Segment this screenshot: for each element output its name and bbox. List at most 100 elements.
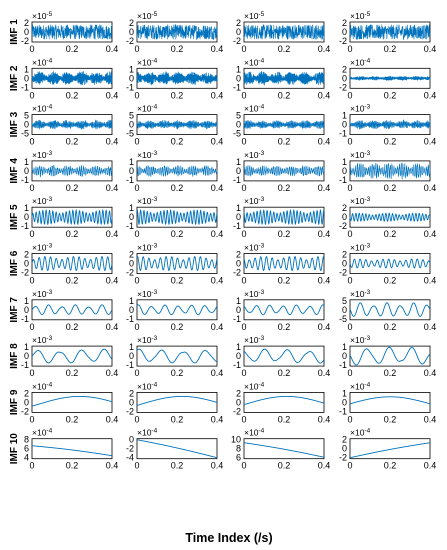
y-tick-label: 0 [236,212,241,222]
y-tick-label: -1 [233,314,241,324]
x-tick-label: 0.2 [66,90,79,100]
x-tick-label: 0.2 [171,90,184,100]
y-tick-label: 0 [129,397,134,407]
x-tick-label: 0.4 [106,229,119,239]
x-tick-label: 0 [29,137,34,147]
x-tick-label: 0 [29,90,34,100]
y-tick-label: 0 [236,259,241,269]
x-tick-label: 0.4 [424,461,437,471]
axis-multiplier: ×10-3 [350,196,371,206]
x-tick-label: 0.4 [424,44,437,54]
x-tick-label: 0 [347,276,352,286]
y-tick-label: -5 [233,129,241,139]
y-tick-label: 0 [342,27,347,37]
y-tick-label: 1 [24,157,29,167]
x-tick-label: 0.2 [66,414,79,424]
x-tick-label: 0 [134,90,139,100]
x-tick-label: 0.4 [424,322,437,332]
y-tick-label: -1 [339,129,347,139]
x-tick-label: 0.4 [318,90,331,100]
series-line [31,164,113,178]
plot-frame [31,345,113,367]
plot-frame [136,345,218,367]
y-tick-label: 2 [24,250,29,260]
x-tick-label: 0.4 [424,368,437,378]
y-tick-label: -2 [233,36,241,46]
y-tick-label: -2 [233,406,241,416]
axis-multiplier: ×10-3 [244,150,265,160]
axis-multiplier: ×10-3 [32,150,53,160]
row-label: IMF 6 [9,250,20,276]
y-tick-label: -5 [339,314,347,324]
series-line [136,23,218,41]
y-tick-label: 0 [24,27,29,37]
axis-multiplier: ×10-4 [350,428,371,438]
x-tick-label: 0.4 [424,183,437,193]
series-line [31,209,113,226]
axis-multiplier: ×10-3 [137,335,158,345]
x-tick-label: 0.4 [318,183,331,193]
y-tick-label: 0 [342,259,347,269]
y-tick-label: -1 [21,175,29,185]
y-tick-label: -2 [339,36,347,46]
y-tick-label: 0 [24,212,29,222]
x-tick-label: 0 [29,322,34,332]
x-tick-label: 0.4 [106,276,119,286]
x-tick-label: 0.2 [278,183,291,193]
y-tick-label: 2 [129,250,134,260]
series-line [31,255,113,272]
y-tick-label: -2 [126,444,134,454]
x-tick-label: 0 [347,44,352,54]
x-tick-label: 0 [241,276,246,286]
y-tick-label: 0 [342,305,347,315]
x-tick-label: 0.2 [66,183,79,193]
axis-multiplier: ×10-5 [32,11,53,21]
y-tick-label: 0 [342,397,347,407]
y-tick-label: -1 [126,314,134,324]
axis-multiplier: ×10-4 [32,381,53,391]
series-line [31,304,113,315]
y-tick-label: -1 [339,406,347,416]
y-tick-label: -1 [233,82,241,92]
x-tick-label: 0.2 [384,414,397,424]
axis-multiplier: ×10-3 [32,289,53,299]
y-tick-label: -2 [126,268,134,278]
y-tick-label: -2 [339,221,347,231]
axis-multiplier: ×10-3 [350,335,371,345]
y-tick-label: -1 [21,221,29,231]
y-tick-label: 1 [129,342,134,352]
x-tick-label: 0.4 [106,137,119,147]
plot-frame [349,438,431,460]
x-tick-label: 0.2 [278,44,291,54]
y-tick-label: -1 [126,221,134,231]
y-tick-label: 0 [342,166,347,176]
axis-multiplier: ×10-4 [32,104,53,114]
x-tick-label: 0.2 [278,461,291,471]
y-tick-label: 1 [236,296,241,306]
y-tick-label: 5 [24,111,29,121]
y-tick-label: 0 [129,120,134,130]
x-tick-label: 0.4 [318,44,331,54]
x-tick-label: 0.2 [384,322,397,332]
y-tick-label: 10 [231,435,241,445]
x-tick-label: 0.2 [171,137,184,147]
y-tick-label: 0 [342,351,347,361]
plot-frame [243,253,325,274]
y-tick-label: 2 [24,388,29,398]
axis-multiplier: ×10-3 [137,289,158,299]
x-tick-label: 0 [347,229,352,239]
x-tick-label: 0 [29,414,34,424]
series-line [31,445,113,457]
series-line [349,24,431,41]
y-tick-label: 0 [236,27,241,37]
y-tick-label: 0 [24,166,29,176]
x-tick-label: 0.2 [278,229,291,239]
y-tick-label: -5 [126,129,134,139]
series-line [349,442,431,459]
axis-multiplier: ×10-3 [137,150,158,160]
x-tick-label: 0 [347,183,352,193]
axis-multiplier: ×10-5 [350,11,371,21]
y-tick-label: -2 [126,36,134,46]
x-tick-label: 0 [241,44,246,54]
y-tick-label: 0 [342,444,347,454]
